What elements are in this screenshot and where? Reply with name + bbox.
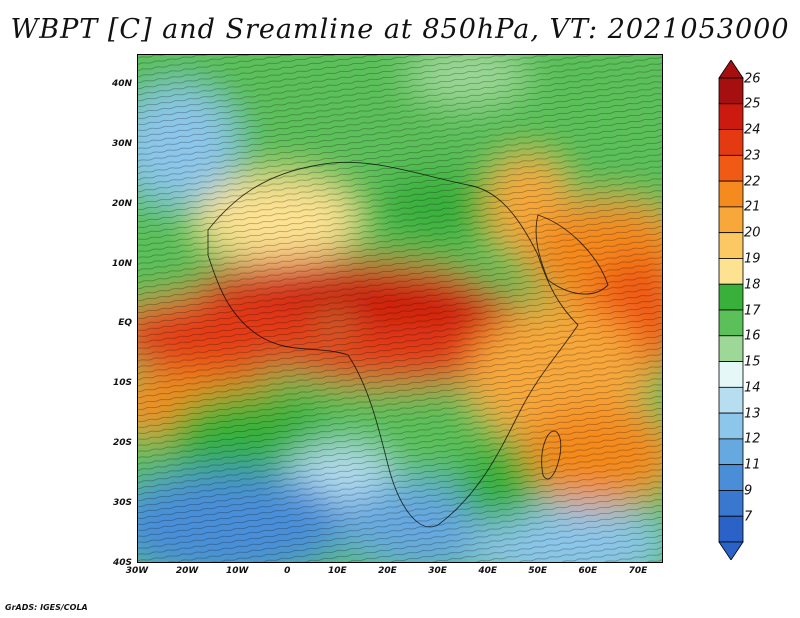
coastlines bbox=[207, 161, 609, 528]
lat-tick-label: 40S bbox=[112, 558, 132, 568]
colorbar-segment bbox=[718, 464, 744, 491]
wbpt-field-map bbox=[138, 55, 662, 562]
colorbar-segment bbox=[718, 180, 744, 208]
colorbar-label: 26 bbox=[744, 71, 761, 86]
streamlines-overlay bbox=[138, 55, 662, 562]
colorbar-label: 22 bbox=[744, 174, 761, 190]
colorbar-label: 14 bbox=[744, 380, 761, 396]
colorbar-label: 20 bbox=[744, 225, 761, 241]
colorbar bbox=[718, 60, 744, 560]
colorbar-segment bbox=[718, 438, 744, 466]
colorbar-label: 7 bbox=[744, 509, 753, 525]
colorbar-segment bbox=[718, 258, 744, 285]
chart-title: WBPT [C] and Sreamline at 850hPa, VT: 20… bbox=[10, 14, 790, 45]
lon-tick-label: 30E bbox=[428, 566, 447, 576]
colorbar-segment bbox=[718, 386, 744, 414]
colorbar-bottom-arrow bbox=[718, 541, 744, 560]
lon-tick-label: 60E bbox=[578, 566, 598, 576]
colorbar-label: 18 bbox=[744, 277, 761, 293]
lat-tick-label: 10N bbox=[111, 258, 132, 269]
colorbar-segment bbox=[718, 309, 744, 337]
colorbar-label: 16 bbox=[744, 328, 761, 344]
colorbar-segment bbox=[718, 335, 744, 362]
colorbar-segment bbox=[718, 361, 744, 388]
lon-tick-label: 10E bbox=[328, 566, 347, 576]
colorbar-label: 24 bbox=[744, 122, 761, 138]
colorbar-label: 11 bbox=[744, 457, 761, 473]
colorbar-top-arrow bbox=[718, 60, 744, 79]
lat-tick-label: 30S bbox=[112, 498, 132, 509]
colorbar-segment bbox=[718, 412, 744, 440]
colorbar-label: 12 bbox=[744, 431, 761, 447]
colorbar-segment bbox=[718, 515, 744, 543]
colorbar-segment bbox=[718, 103, 744, 130]
colorbar-label: 15 bbox=[744, 354, 761, 370]
lon-tick-label: 70E bbox=[628, 566, 648, 576]
grads-credit: GrADS: IGES/COLA bbox=[5, 603, 88, 612]
lat-tick-label: 20S bbox=[112, 438, 132, 449]
lat-tick-label: 40N bbox=[111, 78, 132, 89]
colorbar-label: 9 bbox=[744, 483, 753, 499]
colorbar-label: 19 bbox=[744, 251, 761, 267]
lon-tick-label: 40E bbox=[478, 566, 497, 576]
lon-tick-label: 30W bbox=[125, 566, 149, 576]
colorbar-label: 13 bbox=[744, 406, 761, 422]
lon-tick-label: 20W bbox=[175, 566, 199, 576]
lat-tick-label: 30N bbox=[111, 138, 132, 149]
lon-tick-label: 20E bbox=[378, 566, 397, 576]
lat-tick-label: EQ bbox=[118, 318, 132, 329]
lon-tick-label: 50E bbox=[528, 566, 548, 576]
colorbar-segment bbox=[718, 129, 744, 156]
lat-tick-label: 10S bbox=[112, 378, 132, 389]
colorbar-label: 23 bbox=[744, 148, 761, 164]
colorbar-segment bbox=[718, 77, 744, 105]
lat-tick-label: 20N bbox=[111, 198, 132, 209]
colorbar-label: 25 bbox=[744, 96, 761, 112]
lon-tick-label: 0 bbox=[284, 566, 291, 576]
colorbar-segment bbox=[718, 283, 744, 311]
colorbar-segment bbox=[718, 232, 744, 259]
colorbar-label: 21 bbox=[744, 199, 761, 215]
map-panel bbox=[137, 54, 663, 563]
colorbar-segment bbox=[718, 206, 744, 234]
colorbar-label: 17 bbox=[744, 303, 761, 318]
colorbar-segment bbox=[718, 154, 744, 182]
colorbar-segment bbox=[718, 490, 744, 517]
lon-tick-label: 10W bbox=[225, 566, 249, 576]
